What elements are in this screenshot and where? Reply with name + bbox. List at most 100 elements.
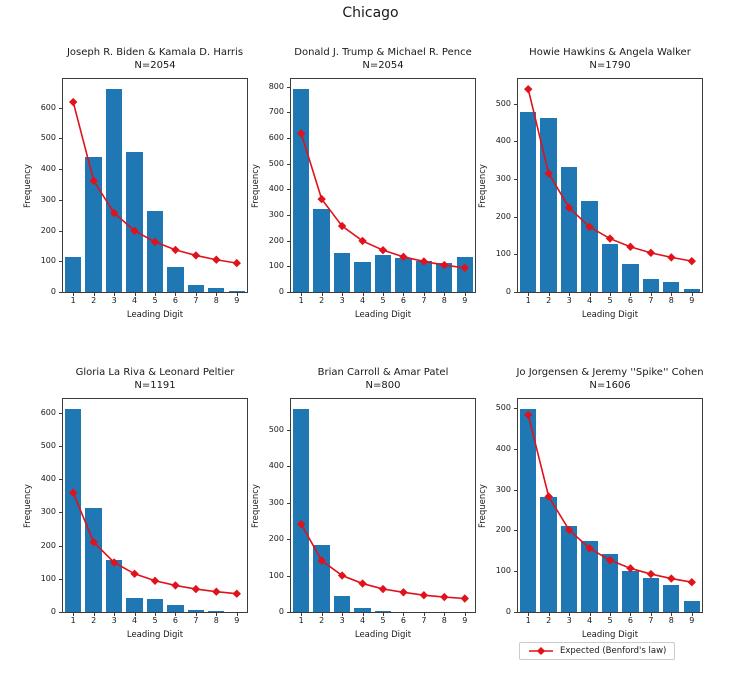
expected-point xyxy=(399,588,408,597)
x-tick-mark xyxy=(195,293,197,296)
x-tick-label: 1 xyxy=(298,296,304,305)
bar-digit-9 xyxy=(228,290,245,292)
expected-point xyxy=(524,410,533,420)
expected-line-layer xyxy=(524,410,696,587)
expected-point xyxy=(109,208,119,218)
bar-digit-9 xyxy=(683,600,700,612)
bar-digit-2 xyxy=(540,117,557,292)
x-tick-label: 3 xyxy=(566,296,572,305)
y-tick-mark xyxy=(287,112,290,114)
bar-digit-1 xyxy=(65,256,82,292)
bar-digit-7 xyxy=(642,578,660,612)
x-tick-mark xyxy=(650,613,652,616)
x-tick-mark xyxy=(93,613,95,616)
y-tick-mark xyxy=(514,254,517,256)
x-tick-label: 4 xyxy=(132,616,138,625)
y-tick-mark xyxy=(59,479,62,481)
x-tick-mark xyxy=(175,613,177,616)
x-tick-label: 2 xyxy=(546,296,552,305)
candidate-names: Gloria La Riva & Leonard Peltier xyxy=(75,367,235,378)
bar-digit-7 xyxy=(187,610,205,612)
x-tick-label: 5 xyxy=(607,296,613,305)
x-tick-mark xyxy=(569,293,571,296)
y-tick-mark xyxy=(59,230,62,232)
y-tick-mark xyxy=(514,612,517,613)
y-tick-label: 100 xyxy=(495,566,511,576)
y-tick-label: 100 xyxy=(268,261,284,271)
x-axis-label: Leading Digit xyxy=(354,630,412,640)
bar-digit-3 xyxy=(333,253,351,292)
x-axis-label: Leading Digit xyxy=(126,310,184,320)
expected-point xyxy=(687,256,696,266)
bar-digit-3 xyxy=(560,525,578,612)
bar-digit-2 xyxy=(540,496,557,612)
x-tick-label: 1 xyxy=(525,616,531,625)
y-tick-label: 100 xyxy=(268,570,284,580)
y-tick-label: 200 xyxy=(40,540,56,550)
bar-digit-7 xyxy=(415,260,433,292)
y-tick-label: 200 xyxy=(495,525,511,535)
y-axis-label: Frequency xyxy=(477,163,488,208)
y-tick-label: 400 xyxy=(268,184,284,194)
x-tick-mark xyxy=(403,613,405,616)
x-tick-label: 6 xyxy=(172,616,178,625)
x-tick-mark xyxy=(383,293,384,296)
expected-point xyxy=(150,576,160,585)
bar-digit-9 xyxy=(683,288,700,292)
expected-point xyxy=(109,558,119,567)
x-tick-label: 7 xyxy=(421,296,427,305)
y-tick-mark xyxy=(287,266,290,268)
expected-point xyxy=(171,245,180,255)
expected-point xyxy=(585,222,594,232)
x-tick-mark xyxy=(93,293,95,296)
bar-digit-7 xyxy=(642,278,660,292)
expected-point xyxy=(687,578,696,587)
x-tick-label: 3 xyxy=(566,616,572,625)
expected-point xyxy=(358,579,367,588)
x-tick-mark xyxy=(342,293,344,296)
x-tick-label: 7 xyxy=(648,616,654,625)
expected-point xyxy=(232,589,241,598)
x-tick-label: 6 xyxy=(400,296,406,305)
y-tick-label: 400 xyxy=(268,461,284,471)
y-tick-mark xyxy=(59,445,62,447)
bar-digit-8 xyxy=(208,288,225,292)
bar-digit-5 xyxy=(146,211,164,292)
x-tick-mark xyxy=(114,613,116,616)
x-tick-label: 5 xyxy=(607,616,613,625)
x-tick-mark xyxy=(610,613,611,616)
x-tick-mark xyxy=(383,613,384,616)
bar-digit-3 xyxy=(105,89,123,292)
bar-digit-6 xyxy=(395,258,412,292)
x-tick-label: 4 xyxy=(587,616,593,625)
x-tick-mark xyxy=(671,613,673,616)
y-tick-label: 0 xyxy=(278,607,284,616)
expected-point xyxy=(69,488,78,497)
bar-digit-8 xyxy=(436,262,453,292)
x-tick-mark xyxy=(216,293,218,296)
x-tick-label: 1 xyxy=(525,296,531,305)
expected-point xyxy=(667,574,676,583)
subplot-title: Joseph R. Biden & Kamala D. Harris N=205… xyxy=(67,46,243,72)
candidate-names: Brian Carroll & Amar Patel xyxy=(317,367,449,378)
expected-point xyxy=(646,248,656,258)
x-tick-mark xyxy=(464,613,466,616)
x-tick-label: 6 xyxy=(400,616,406,625)
x-tick-label: 8 xyxy=(213,616,219,625)
x-tick-label: 7 xyxy=(421,616,427,625)
x-tick-label: 8 xyxy=(213,296,219,305)
y-tick-mark xyxy=(514,448,517,450)
bar-digit-4 xyxy=(126,597,143,612)
expected-point xyxy=(337,221,347,231)
expected-point xyxy=(667,253,676,262)
bar-digit-1 xyxy=(293,89,310,292)
expected-point xyxy=(544,169,553,178)
plot-area: 0 100 200 300 400 500 600 1 2 3 4 5 6 7 8 9 xyxy=(41,398,248,625)
x-tick-mark xyxy=(569,613,571,616)
x-tick-label: 2 xyxy=(91,616,97,625)
x-tick-label: 9 xyxy=(234,296,240,305)
candidate-names: Howie Hawkins & Angela Walker xyxy=(529,47,691,58)
x-tick-mark xyxy=(691,293,693,296)
y-tick-mark xyxy=(514,179,517,181)
bar-digit-8 xyxy=(208,611,225,612)
